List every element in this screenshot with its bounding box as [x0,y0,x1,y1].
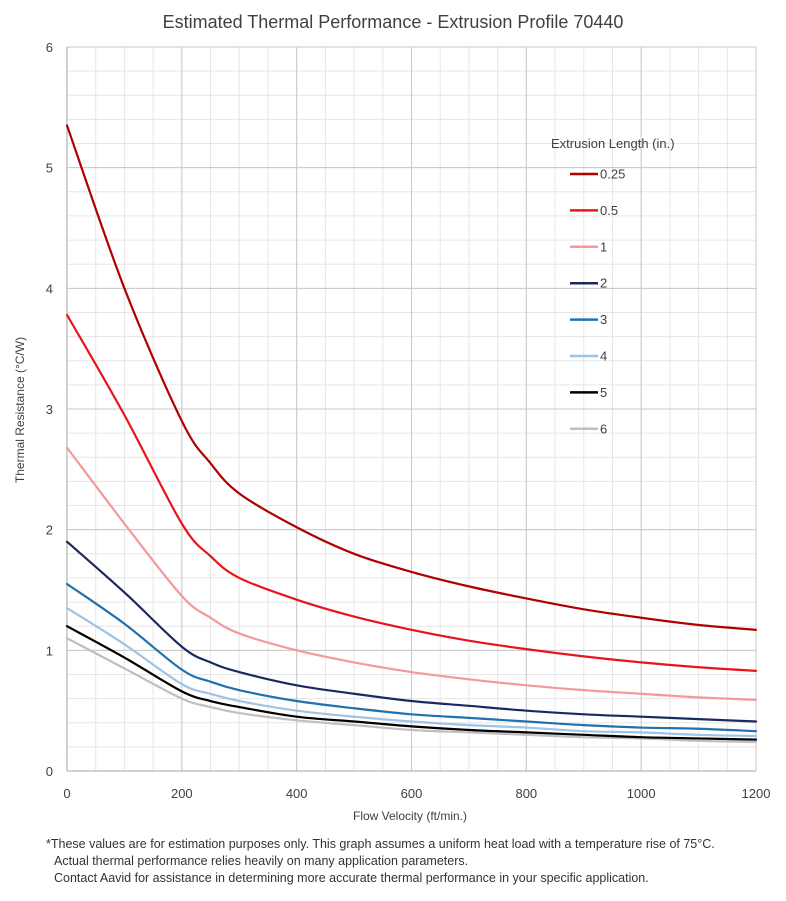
y-tick-label: 0 [46,764,53,779]
footnote: *These values are for estimation purpose… [46,836,715,887]
series-line-6 [65,637,758,744]
y-tick-label: 1 [46,643,53,658]
series-line-1 [65,446,758,701]
y-axis-label: Thermal Resistance (°C/W) [13,337,27,483]
x-tick-label: 400 [286,786,308,801]
x-tick-label: 600 [401,786,423,801]
x-tick-label: 1000 [627,786,656,801]
legend-label-3: 3 [600,312,607,327]
series-line-2 [65,540,758,723]
footnote-line-3: Contact Aavid for assistance in determin… [54,871,649,885]
y-tick-label: 5 [46,161,53,176]
legend-label-0.25: 0.25 [600,167,625,182]
legend-label-0.5: 0.5 [600,203,618,218]
legend: Extrusion Length (in.) 0.25 0.5 1 2 3 4 5 6 [551,136,675,436]
thermal-chart: Estimated Thermal Performance - Extrusio… [13,12,771,823]
x-tick-label: 0 [63,786,70,801]
footnote-line-1: *These values are for estimation purpose… [46,837,715,851]
legend-label-4: 4 [600,349,607,364]
x-tick-label: 800 [515,786,537,801]
legend-label-6: 6 [600,421,607,436]
series-lines [65,124,758,744]
grid [66,46,757,772]
series-line-3 [65,582,758,733]
series-line-4 [65,607,758,738]
series-line-0.25 [65,124,758,631]
x-axis-label: Flow Velocity (ft/min.) [353,809,467,823]
legend-title: Extrusion Length (in.) [551,136,675,151]
legend-label-2: 2 [600,276,607,291]
y-tick-label: 6 [46,40,53,55]
legend-label-1: 1 [600,239,607,254]
footnote-line-2: Actual thermal performance relies heavil… [54,854,469,868]
legend-label-5: 5 [600,385,607,400]
x-tick-label: 200 [171,786,193,801]
y-tick-label: 4 [46,281,53,296]
series-line-5 [65,625,758,741]
y-tick-label: 2 [46,523,53,538]
x-tick-label: 1200 [742,786,771,801]
axes: 0 200 400 600 800 1000 1200 0 1 2 3 4 5 6 [46,40,771,801]
y-tick-label: 3 [46,402,53,417]
chart-title: Estimated Thermal Performance - Extrusio… [163,12,624,32]
series-line-0.5 [65,313,758,672]
